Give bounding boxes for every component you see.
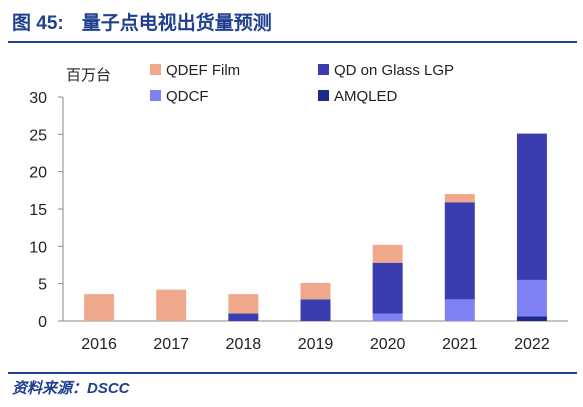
bar-segment-qdcf-2022	[516, 279, 547, 317]
bar-segment-qdef-film-2016	[84, 294, 115, 321]
bar-segment-qdef-film-2017	[156, 289, 187, 321]
bar-segment-qd-on-glass-lgp-2021	[444, 202, 475, 300]
legend-swatch	[318, 64, 329, 75]
source-note: 资料来源：DSCC	[12, 380, 130, 397]
legend-swatch	[318, 90, 329, 101]
bar-segment-qdcf-2021	[444, 299, 475, 321]
y-axis-label: 百万台	[66, 67, 111, 84]
y-tick-label: 0	[38, 314, 47, 331]
x-tick-label: 2016	[81, 336, 117, 353]
bar-segment-qd-on-glass-lgp-2019	[300, 299, 331, 321]
x-tick-label: 2018	[226, 336, 262, 353]
x-tick-label: 2021	[442, 336, 478, 353]
y-tick-label: 25	[29, 127, 47, 144]
x-tick-label: 2017	[153, 336, 189, 353]
figure-title-text: 量子点电视出货量预测	[81, 13, 272, 34]
bar-segment-qdef-film-2021	[444, 194, 475, 203]
bar-segment-qd-on-glass-lgp-2018	[228, 313, 259, 321]
figure-number: 图 45:	[12, 13, 64, 34]
bar-segment-qdef-film-2018	[228, 294, 259, 314]
bar-segment-qd-on-glass-lgp-2020	[372, 262, 403, 314]
y-tick-label: 5	[38, 277, 47, 294]
bar-segment-qdef-film-2020	[372, 244, 403, 263]
legend-label: QD on Glass LGP	[334, 62, 454, 79]
bar-segment-qdef-film-2019	[300, 282, 331, 300]
x-tick-label: 2022	[514, 336, 550, 353]
legend-swatch	[150, 90, 161, 101]
legend-label: AMQLED	[334, 88, 398, 105]
bar-segment-qd-on-glass-lgp-2022	[516, 133, 547, 280]
top-rule	[8, 41, 577, 43]
y-tick-label: 15	[29, 202, 47, 219]
legend-label: QDCF	[166, 88, 209, 105]
bar-segment-amqled-2022	[516, 316, 547, 321]
y-tick-label: 20	[29, 165, 47, 182]
legend-label: QDEF Film	[166, 62, 240, 79]
bar-segment-qdcf-2020	[372, 313, 403, 321]
y-tick-label: 30	[29, 90, 47, 107]
legend-swatch	[150, 64, 161, 75]
x-tick-label: 2019	[298, 336, 334, 353]
x-tick-label: 2020	[370, 336, 406, 353]
figure-title: 图 45: 量子点电视出货量预测	[12, 8, 272, 35]
bottom-rule	[8, 372, 577, 374]
y-tick-label: 10	[29, 239, 47, 256]
